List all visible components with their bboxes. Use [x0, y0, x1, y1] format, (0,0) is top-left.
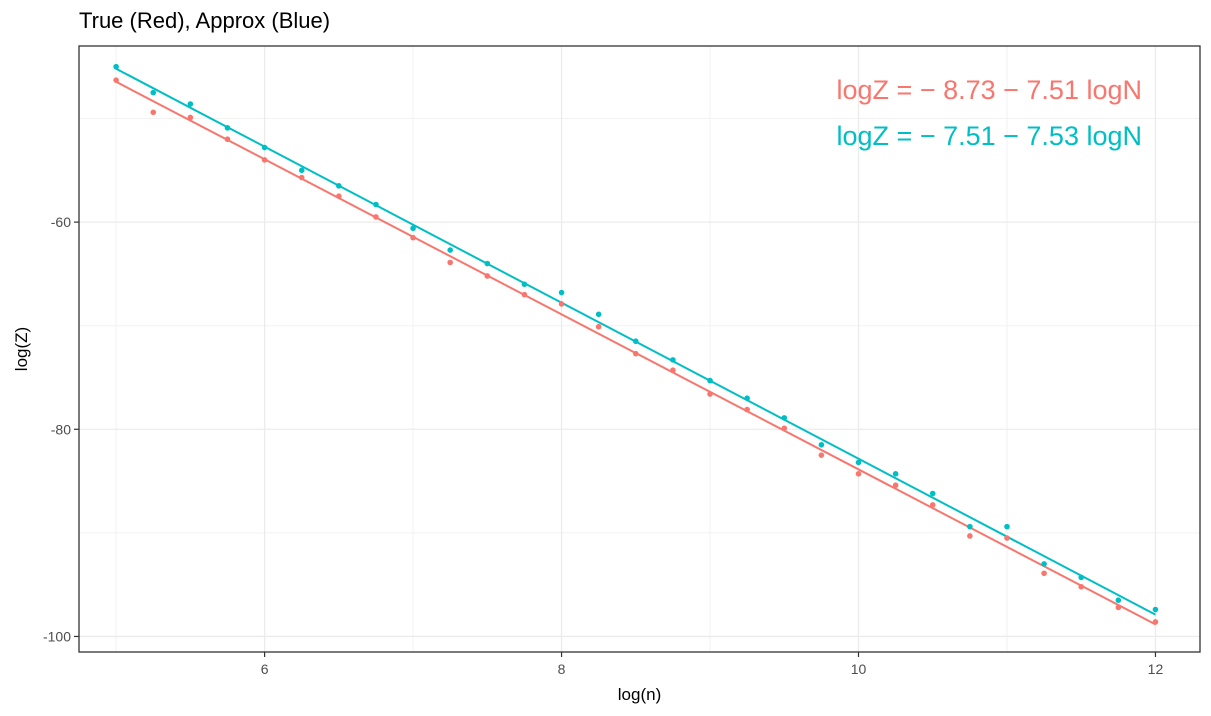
- data-point: [632, 338, 639, 345]
- equation-label: logZ = − 7.51 − 7.53 logN: [837, 121, 1142, 151]
- data-point: [298, 167, 305, 174]
- equation-annotations: logZ = − 8.73 − 7.51 logN logZ = − 7.51 −…: [837, 75, 1142, 151]
- data-point: [595, 323, 602, 330]
- data-point: [744, 395, 750, 402]
- data-point: [1004, 523, 1010, 530]
- data-point: [113, 77, 119, 83]
- data-point: [818, 452, 825, 458]
- data-point: [744, 406, 750, 413]
- data-point: [707, 377, 713, 384]
- data-point: [187, 101, 194, 107]
- y-tick-label: -60: [51, 214, 71, 230]
- data-point: [558, 301, 565, 307]
- x-tick-label: 10: [851, 661, 867, 677]
- data-point: [670, 357, 676, 363]
- data-point: [781, 415, 788, 421]
- data-point: [818, 442, 825, 448]
- data-point: [632, 350, 639, 357]
- x-tick-label: 8: [558, 661, 566, 677]
- data-point: [410, 234, 416, 241]
- data-point: [484, 273, 491, 279]
- y-tick-label: -100: [43, 628, 71, 644]
- data-point: [892, 482, 899, 489]
- x-tick-label: 12: [1148, 661, 1164, 677]
- data-point: [261, 157, 268, 163]
- data-point: [855, 459, 862, 466]
- data-point: [1078, 583, 1085, 590]
- data-point: [224, 136, 231, 143]
- data-point: [1115, 597, 1122, 604]
- data-point: [1041, 561, 1047, 567]
- data-point: [521, 281, 528, 288]
- x-axis-title: log(n): [618, 685, 661, 704]
- data-point: [929, 502, 936, 508]
- data-point: [1004, 535, 1010, 541]
- data-point: [558, 289, 565, 296]
- data-point: [595, 311, 602, 318]
- y-axis-title: log(Z): [12, 327, 31, 371]
- data-point: [447, 259, 453, 266]
- data-point: [1041, 570, 1047, 577]
- data-point: [781, 425, 788, 432]
- axis-tick-labels: 6 8 10 12 -60 -80 -100: [43, 214, 1163, 677]
- data-point: [224, 125, 231, 131]
- data-point: [967, 533, 973, 539]
- chart-title: True (Red), Approx (Blue): [79, 8, 331, 33]
- equation-label: logZ = − 8.73 − 7.51 logN: [837, 75, 1142, 105]
- data-point: [410, 225, 416, 232]
- data-point: [967, 523, 973, 530]
- data-point: [373, 201, 379, 208]
- data-point: [447, 247, 453, 253]
- data-point: [670, 367, 676, 374]
- data-point: [373, 214, 379, 220]
- data-point: [336, 193, 342, 200]
- axis-ticks: [74, 221, 1157, 657]
- data-point: [187, 114, 194, 121]
- data-point: [892, 471, 899, 477]
- data-point: [707, 391, 713, 397]
- data-points: [113, 63, 1159, 625]
- fit-lines: [115, 67, 1156, 626]
- y-tick-label: -80: [51, 421, 71, 437]
- data-point: [1115, 604, 1122, 611]
- data-point: [484, 260, 491, 267]
- panel-border: [78, 45, 1201, 653]
- data-point: [855, 471, 862, 477]
- x-tick-label: 6: [261, 661, 269, 677]
- data-point: [929, 490, 936, 497]
- data-point: [150, 109, 157, 116]
- data-point: [1078, 574, 1085, 581]
- grid-minor: [79, 46, 1200, 652]
- data-point: [1152, 606, 1159, 613]
- data-point: [521, 291, 528, 298]
- data-point: [336, 183, 342, 189]
- data-point: [113, 63, 119, 70]
- data-point: [298, 174, 305, 181]
- data-point: [261, 144, 268, 151]
- data-point: [150, 89, 157, 96]
- data-point: [1152, 619, 1159, 625]
